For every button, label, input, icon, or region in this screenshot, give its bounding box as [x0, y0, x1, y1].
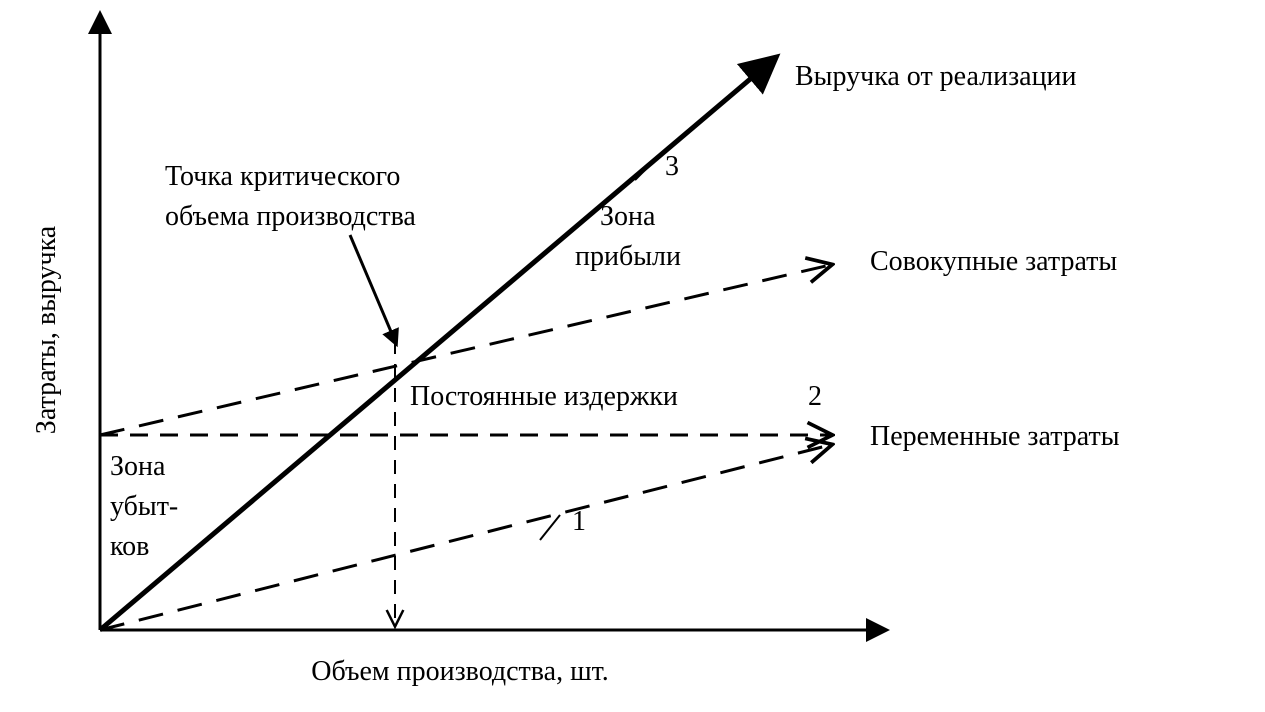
breakeven-chart: Затраты, выручка Объем производства, шт.… [0, 0, 1265, 712]
line-number-1: 1 [572, 506, 586, 537]
line-number-2: 2 [808, 381, 822, 412]
profit-zone-label-2: прибыли [575, 241, 681, 272]
variable-cost-label: Переменные затраты [870, 421, 1120, 452]
line-3-tick [635, 160, 655, 180]
loss-zone-label-3: ков [110, 531, 149, 562]
loss-zone-label-2: убыт- [110, 491, 178, 522]
profit-zone-label-1: Зона [600, 201, 656, 232]
total-cost-label: Совокупные затраты [870, 246, 1117, 277]
breakeven-callout-arrow [350, 235, 392, 334]
fixed-cost-label: Постоянные издержки [410, 381, 678, 412]
revenue-label: Выручка от реализации [795, 61, 1077, 92]
line-number-3: 3 [665, 151, 679, 182]
breakeven-callout-line2: объема производства [165, 201, 416, 232]
breakeven-callout-line1: Точка критического [165, 161, 400, 192]
x-axis-label: Объем производства, шт. [311, 656, 609, 687]
y-axis-label: Затраты, выручка [31, 225, 62, 434]
loss-zone-label-1: Зона [110, 451, 166, 482]
